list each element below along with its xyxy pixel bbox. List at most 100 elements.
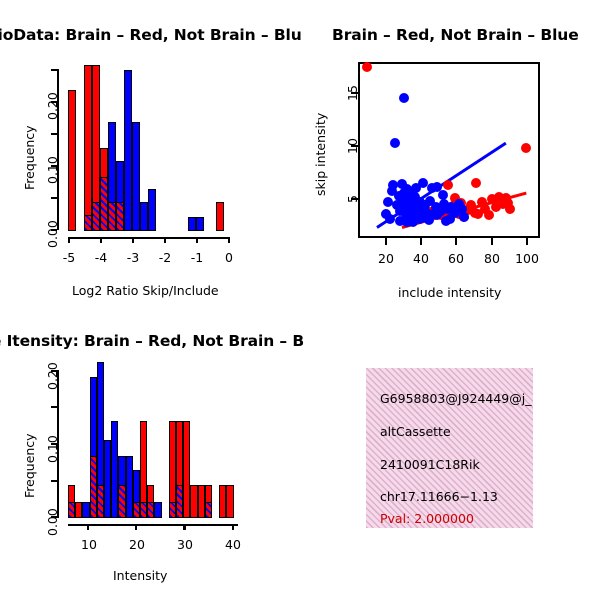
bar-red: [84, 64, 92, 231]
scatter-point-brain: [483, 210, 494, 221]
bar-red: [68, 90, 76, 231]
scatter-point-not-brain: [414, 213, 425, 224]
intensity-scatter-xtick-40: [419, 238, 423, 245]
log2-ratio-yticklabel-2: 0.10: [45, 156, 60, 184]
annotation-id: G6958803@J924449@j_: [380, 391, 532, 406]
intensity-scatter-xtick-100: [525, 238, 529, 245]
log2-ratio-x-axis: [68, 237, 230, 240]
intensity-scatter-xlabel: include intensity: [398, 285, 502, 300]
bar-blue: [148, 189, 156, 231]
scatter-point-brain: [487, 194, 498, 205]
bar-overlap: [116, 202, 124, 231]
scatter-point-not-brain: [444, 213, 455, 224]
log2-ratio-histogram-title: RatioData: Brain – Red, Not Brain – Blu: [0, 26, 302, 44]
scatter-point-brain: [473, 209, 484, 220]
intensity-scatter-xtick-80: [490, 238, 493, 245]
gene-intensity-ytick-0.10: [51, 442, 57, 446]
gene-intensity-xticklabel-30: 30: [177, 537, 193, 552]
bar-overlap: [176, 485, 184, 518]
log2-ratio-xtick--5: [68, 237, 71, 243]
scatter-point-brain: [480, 204, 491, 215]
log2-ratio-ytick-0.05: [51, 196, 57, 199]
bar-red: [226, 485, 234, 518]
panel-log2-ratio-histogram: RatioData: Brain – Red, Not Brain – Blu …: [0, 0, 302, 310]
bar-overlap: [92, 202, 100, 231]
log2-ratio-xtick--4: [100, 237, 103, 243]
log2-ratio-xlabel: Log2 Ratio Skip/Include: [72, 283, 219, 298]
bar-blue: [82, 501, 90, 518]
log2-ratio-xtick--1: [196, 237, 199, 243]
scatter-point-not-brain: [409, 192, 420, 203]
log2-ratio-xtick--3: [132, 237, 135, 243]
bar-blue: [111, 420, 119, 518]
intensity-scatter-ytick-10: [351, 144, 358, 148]
annotation-locus: chr17.11666−1.13: [380, 489, 498, 504]
scatter-point-not-brain: [411, 182, 422, 193]
gene-intensity-ytick-0.05: [51, 479, 57, 482]
scatter-point-not-brain: [388, 179, 399, 190]
intensity-scatter-yticklabel-10: 10: [345, 138, 360, 154]
log2-ratio-ytick-0.25: [51, 68, 57, 71]
gene-intensity-ytick-0.00: [51, 516, 57, 519]
log2-ratio-ytick-0.20: [51, 100, 57, 103]
gene-intensity-xticklabel-10: 10: [81, 537, 97, 552]
bar-red: [190, 485, 198, 518]
scatter-point-not-brain: [395, 215, 406, 226]
scatter-point-not-brain: [432, 181, 443, 192]
gene-annotation-box: G6958803@J924449@j_ altCassette 2410091C…: [366, 368, 533, 528]
scatter-point-not-brain: [402, 216, 413, 227]
intensity-scatter-ytick-5: [351, 197, 358, 200]
scatter-point-not-brain: [432, 210, 443, 221]
gene-intensity-ytick-0.15: [51, 406, 57, 409]
scatter-point-not-brain: [414, 196, 425, 207]
scatter-point-brain: [476, 196, 487, 207]
log2-ratio-ytick-0.10: [51, 164, 57, 167]
bar-blue: [132, 122, 140, 231]
bar-blue: [196, 216, 204, 231]
scatter-point-not-brain: [439, 198, 450, 209]
scatter-point-not-brain: [420, 199, 430, 210]
intensity-scatter-ylabel: skip intensity: [313, 112, 328, 196]
scatter-point-not-brain: [393, 191, 404, 202]
log2-ratio-xticklabel-5: 0: [225, 250, 233, 265]
bar-blue: [188, 216, 196, 231]
gene-intensity-yticklabel-4: 0.20: [45, 362, 60, 390]
gene-intensity-xlabel: Intensity: [113, 568, 168, 583]
annotation-type: altCassette: [380, 424, 451, 439]
scatter-point-brain: [520, 142, 531, 153]
bar-overlap: [132, 501, 140, 518]
scatter-point-not-brain: [400, 209, 411, 220]
scatter-point-brain: [466, 199, 476, 210]
scatter-point-not-brain: [386, 186, 397, 196]
annotation-gene: 2410091C18Rik: [380, 457, 480, 472]
bar-blue: [140, 202, 148, 231]
bar-blue: [104, 439, 112, 518]
log2-ratio-yticklabel-4: 0.20: [45, 92, 60, 120]
gene-intensity-xtick-10: [87, 524, 90, 530]
intensity-scatter-yticklabel-5: 5: [345, 195, 360, 203]
bar-overlap: [140, 501, 148, 518]
bar-overlap: [96, 485, 104, 518]
log2-ratio-ytick-0.00: [51, 228, 57, 231]
intensity-scatter-ytick-15: [351, 92, 358, 95]
scatter-point-brain: [490, 201, 501, 212]
intensity-scatter-title: Brain – Red, Not Brain – Blue: [332, 26, 579, 44]
scatter-point-brain: [450, 193, 461, 204]
scatter-point-not-brain: [407, 216, 418, 227]
scatter-point-not-brain: [421, 212, 432, 223]
scatter-point-not-brain: [416, 205, 427, 216]
bar-blue: [154, 501, 162, 518]
scatter-point-brain: [471, 177, 482, 188]
bar-overlap: [89, 455, 97, 518]
gene-intensity-yticklabel-2: 0.10: [45, 435, 60, 463]
log2-ratio-xticklabel-4: -1: [190, 250, 204, 265]
scatter-point-brain: [443, 179, 454, 190]
scatter-point-not-brain: [402, 183, 413, 194]
bar-red: [75, 501, 83, 518]
gene-intensity-xtick-20: [135, 524, 138, 530]
gene-intensity-y-axis: [57, 370, 60, 518]
panel-intensity-scatter: Brain – Red, Not Brain – Blue skip inten…: [300, 0, 600, 310]
bar-blue: [124, 70, 132, 231]
scatter-point-brain: [462, 205, 473, 216]
log2-ratio-ytick-0.15: [51, 132, 57, 135]
